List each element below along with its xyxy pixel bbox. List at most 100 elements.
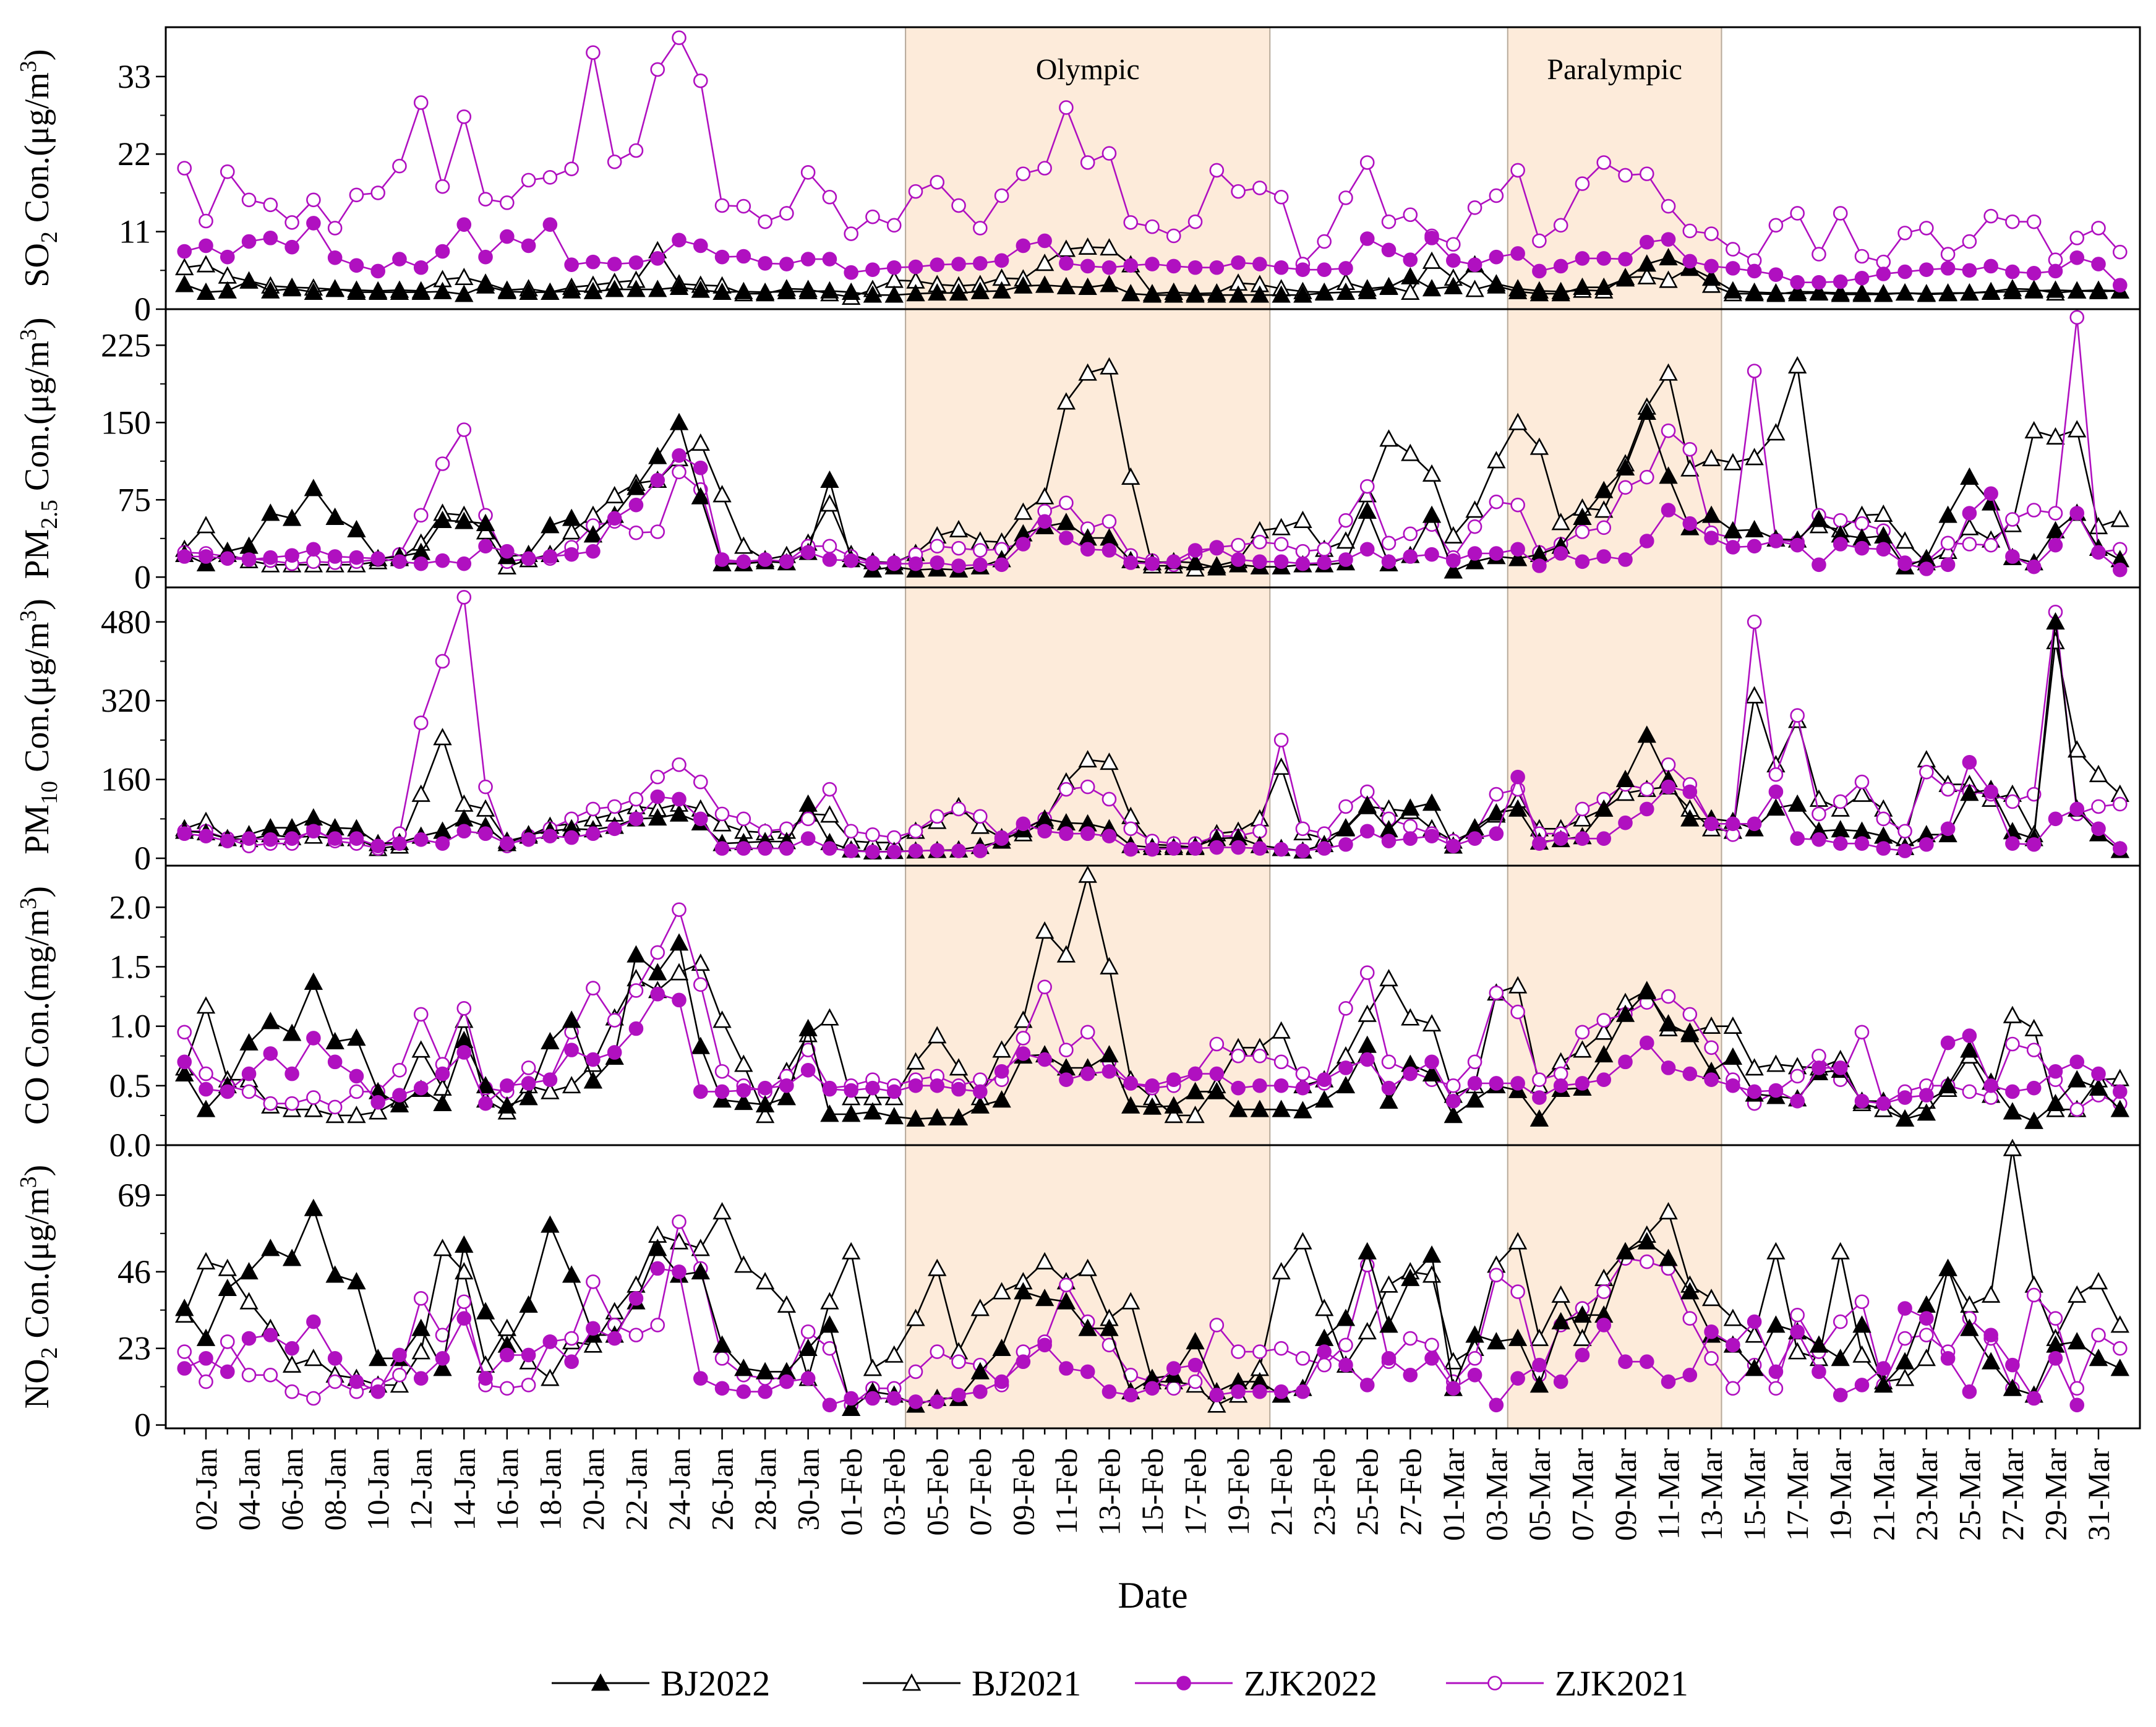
data-point (263, 1096, 278, 1111)
data-point (908, 824, 923, 839)
data-point (1016, 816, 1031, 832)
data-point (455, 809, 474, 827)
data-point (1336, 1076, 1356, 1094)
legend-item-zjk2022[interactable]: ZJK2022 (1135, 1663, 1377, 1704)
data-point (1940, 821, 1956, 837)
data-point (2048, 1064, 2063, 1079)
data-point (1401, 1008, 1420, 1026)
data-point (435, 244, 450, 259)
data-point (951, 257, 966, 271)
data-point (1080, 258, 1095, 274)
data-point (650, 251, 665, 266)
data-point (1854, 1094, 1870, 1109)
data-point (1145, 1381, 1160, 1396)
data-point (497, 1096, 516, 1114)
data-point (1059, 495, 1074, 511)
data-point (1682, 1311, 1698, 1326)
data-point (1897, 824, 1912, 839)
data-point (973, 557, 988, 573)
data-point (263, 231, 278, 245)
data-point (800, 831, 816, 846)
data-point (1919, 1311, 1934, 1326)
data-point (347, 519, 366, 538)
data-point (2026, 1080, 2042, 1096)
data-point (1317, 542, 1332, 557)
data-point (1510, 246, 1525, 261)
data-point (1553, 258, 1568, 274)
legend-item-zjk2021[interactable]: ZJK2021 (1446, 1663, 1688, 1704)
data-point (779, 554, 794, 569)
data-point (455, 511, 474, 529)
data-point (1465, 1325, 1484, 1343)
data-point (1381, 1054, 1397, 1070)
x-tick-label: 04-Jan (232, 1448, 267, 1530)
legend-item-bj2021[interactable]: BJ2021 (863, 1663, 1081, 1704)
data-point (433, 821, 452, 839)
data-point (1833, 1314, 1848, 1329)
data-point (1876, 267, 1891, 281)
x-tick-label: 09-Feb (1006, 1448, 1040, 1536)
data-point (1615, 458, 1635, 476)
data-point (1704, 531, 1719, 545)
data-point (1186, 1081, 1205, 1099)
data-point (1637, 267, 1656, 284)
data-point (1359, 824, 1375, 839)
data-point (2046, 427, 2065, 445)
data-point (886, 1084, 902, 1099)
data-point (349, 187, 364, 203)
data-point (949, 519, 969, 538)
data-point (2089, 1349, 2108, 1367)
data-point (650, 1318, 665, 1333)
data-point (2068, 1332, 2087, 1350)
data-point (542, 170, 558, 185)
data-point (672, 30, 687, 45)
data-point (1639, 534, 1654, 548)
data-point (497, 281, 516, 299)
data-point (1510, 1004, 1525, 1020)
data-point (1962, 1028, 1977, 1043)
data-point (930, 174, 945, 190)
data-point (1467, 1054, 1482, 1070)
data-point (1790, 275, 1805, 290)
data-point (282, 1248, 302, 1266)
y-tick-label: 480 (101, 603, 151, 641)
data-point (1983, 258, 1998, 274)
data-point (562, 1010, 581, 1028)
data-point (1897, 1090, 1912, 1105)
panel-co: 0.0 0.5 1.0 1.5 2.0 CO Con.(mg/m3) (15, 864, 2141, 1164)
data-point (1102, 1064, 1117, 1079)
data-point (1403, 831, 1418, 846)
event-period-1 (905, 27, 1270, 1428)
data-point (476, 1076, 495, 1094)
data-point (1037, 161, 1052, 176)
data-point (1424, 1337, 1439, 1353)
data-point (1100, 1045, 1119, 1063)
data-point (177, 161, 192, 176)
data-point (1446, 838, 1461, 853)
data-point (1209, 1318, 1225, 1333)
data-point (1035, 1252, 1054, 1269)
data-point (1465, 279, 1484, 297)
data-point (1639, 1254, 1654, 1269)
data-point (392, 1367, 407, 1383)
data-point (1661, 1374, 1676, 1389)
data-point (607, 821, 622, 837)
data-point (1551, 1285, 1570, 1303)
data-point (1293, 285, 1312, 303)
data-point (628, 811, 644, 827)
data-point (712, 1335, 732, 1353)
data-point (390, 1094, 409, 1112)
legend-item-bj2022[interactable]: BJ2022 (552, 1663, 770, 1704)
data-point (564, 1331, 579, 1346)
data-point (2026, 503, 2042, 518)
data-point (1078, 237, 1097, 255)
data-point (2069, 1102, 2085, 1117)
data-point (413, 832, 429, 847)
data-point (822, 1081, 837, 1097)
series-zjk2022 (177, 986, 2128, 1111)
data-point (239, 1292, 259, 1310)
data-point (650, 1261, 665, 1276)
data-point (1553, 1078, 1568, 1093)
data-point (2110, 1099, 2129, 1117)
x-tick-label: 05-Feb (920, 1448, 954, 1536)
